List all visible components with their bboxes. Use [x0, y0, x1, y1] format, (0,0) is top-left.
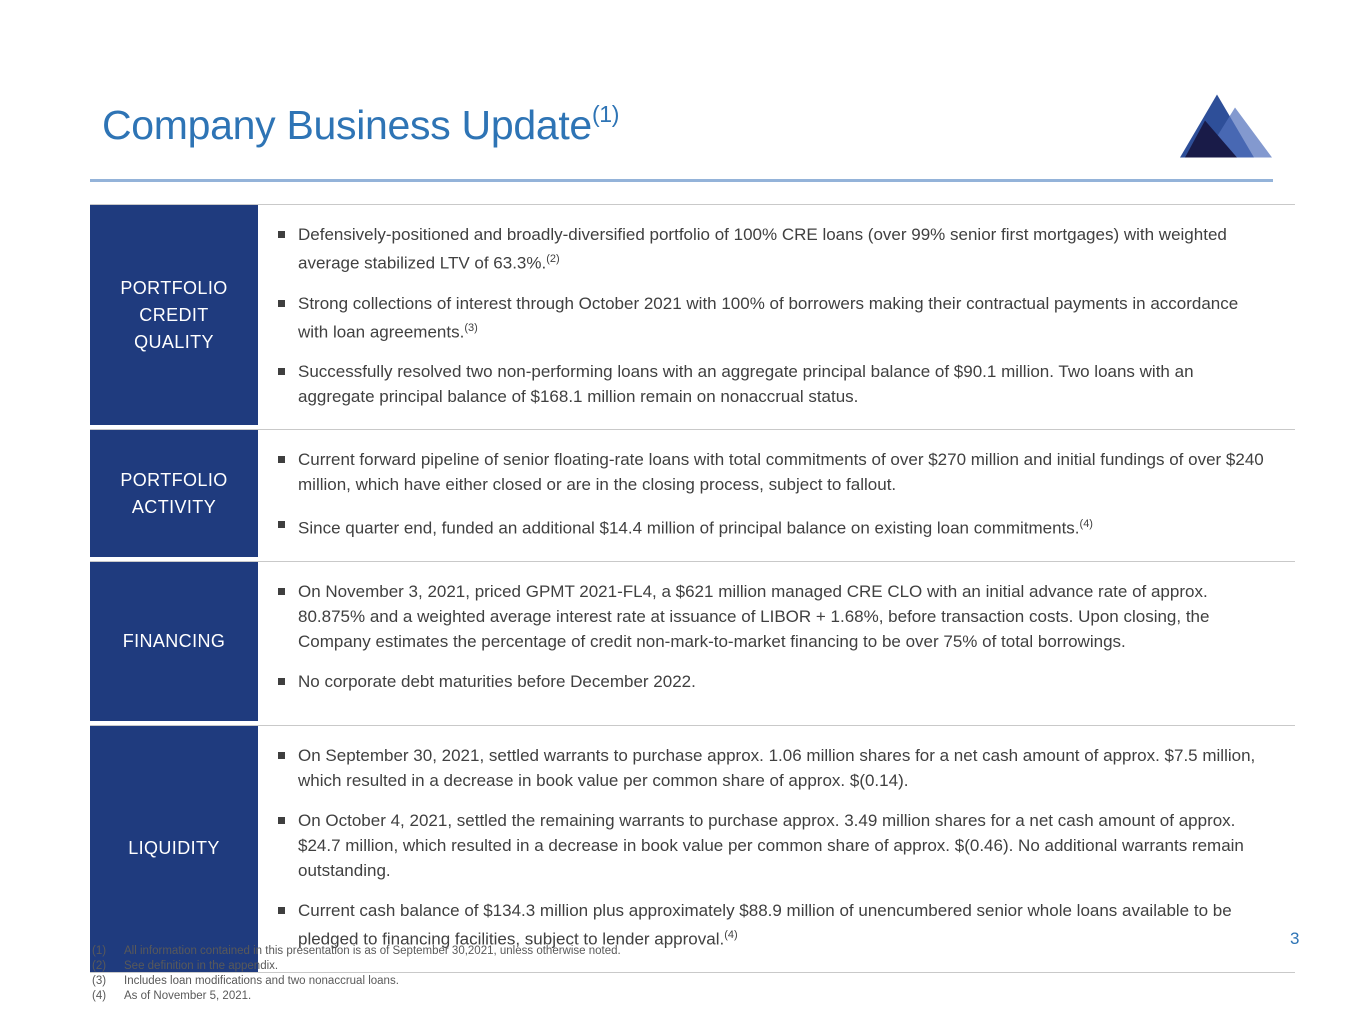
row-header-portfolio-activity: PORTFOLIO ACTIVITY	[90, 430, 258, 561]
mountain-logo-icon	[1180, 94, 1272, 158]
footnotes: (1) All information contained in this pr…	[92, 944, 621, 1004]
footnote-marker: (2)	[546, 253, 560, 265]
bullet-text: Successfully resolved two non-performing…	[298, 362, 1194, 407]
bullet-square-icon	[278, 299, 285, 307]
row-content: On November 3, 2021, priced GPMT 2021-FL…	[258, 562, 1295, 725]
footnote-text: All information contained in this presen…	[124, 945, 621, 957]
bullet-square-icon	[278, 751, 285, 759]
footnote-item: (1) All information contained in this pr…	[92, 944, 621, 959]
page-number: 3	[1290, 929, 1300, 948]
bullet-item: Current cash balance of $134.3 million p…	[278, 898, 1269, 952]
row-header-liquidity: LIQUIDITY	[90, 725, 258, 972]
page-title-text: Company Business Update	[102, 102, 592, 148]
bullet-text: On September 30, 2021, settled warrants …	[298, 745, 1256, 790]
bullet-square-icon	[278, 587, 285, 595]
row-header-financing: FINANCING	[90, 561, 258, 725]
footnote-number: (3)	[92, 975, 107, 987]
footnote-marker: (4)	[1079, 518, 1093, 531]
table-row-portfolio-credit-quality: PORTFOLIO CREDIT QUALITY Defensively-pos…	[90, 205, 1295, 431]
footnote-item: (2) See definition in the appendix.	[92, 959, 621, 974]
bullet-square-icon	[278, 368, 285, 376]
row-header-portfolio-credit-quality: PORTFOLIO CREDIT QUALITY	[90, 205, 258, 430]
row-header-label: PORTFOLIO CREDIT QUALITY	[120, 277, 228, 352]
bullet-square-icon	[278, 906, 285, 914]
bullet-text: Strong collections of interest through O…	[298, 293, 1239, 342]
footnote-item: (3) Includes loan modifications and two …	[92, 974, 621, 989]
bullet-item: On October 4, 2021, settled the remainin…	[278, 808, 1269, 883]
bullet-text: On November 3, 2021, priced GPMT 2021-FL…	[298, 581, 1210, 651]
row-content: Defensively-positioned and broadly-diver…	[258, 205, 1295, 429]
footnote-number: (1)	[92, 945, 107, 957]
bullet-text: Current cash balance of $134.3 million p…	[298, 900, 1232, 949]
bullet-text: No corporate debt maturities before Dece…	[298, 671, 696, 691]
row-header-label: LIQUIDITY	[128, 838, 220, 859]
bullet-square-icon	[278, 456, 285, 464]
bullet-square-icon	[278, 521, 285, 529]
table-row-liquidity: LIQUIDITY On September 30, 2021, settled…	[90, 725, 1295, 973]
footnote-number: (2)	[92, 960, 107, 972]
row-content: On September 30, 2021, settled warrants …	[258, 726, 1295, 972]
bullet-item: On September 30, 2021, settled warrants …	[278, 743, 1269, 793]
title-footnote-marker: (1)	[591, 101, 620, 128]
footnote-marker: (3)	[464, 321, 478, 334]
bullet-text: On October 4, 2021, settled the remainin…	[298, 810, 1244, 880]
bullet-item: Current forward pipeline of senior float…	[278, 447, 1269, 497]
footnote-text: As of November 5, 2021.	[124, 990, 252, 1002]
bullet-text: Since quarter end, funded an additional …	[298, 518, 1093, 538]
row-header-label: FINANCING	[122, 630, 226, 651]
bullet-item: Defensively-positioned and broadly-diver…	[278, 222, 1269, 276]
footnote-marker: (4)	[724, 928, 738, 941]
bullet-text: Current forward pipeline of senior float…	[298, 450, 1264, 495]
footnote-item: (4) As of November 5, 2021.	[92, 989, 621, 1004]
row-content: Current forward pipeline of senior float…	[258, 430, 1295, 561]
footnote-text: See definition in the appendix.	[124, 960, 279, 972]
table-row-portfolio-activity: PORTFOLIO ACTIVITY Current forward pipel…	[90, 430, 1295, 562]
title-divider	[90, 179, 1273, 182]
bullet-text: Defensively-positioned and broadly-diver…	[298, 225, 1227, 273]
bullet-square-icon	[278, 231, 285, 238]
table-row-financing: FINANCING On November 3, 2021, priced GP…	[90, 561, 1295, 726]
bullet-item: Successfully resolved two non-performing…	[278, 359, 1269, 409]
bullet-item: No corporate debt maturities before Dece…	[278, 669, 1269, 694]
row-header-label: PORTFOLIO ACTIVITY	[120, 469, 228, 517]
bullet-square-icon	[278, 816, 285, 824]
business-update-table: PORTFOLIO CREDIT QUALITY Defensively-pos…	[90, 204, 1295, 973]
bullet-item: Strong collections of interest through O…	[278, 291, 1269, 345]
bullet-square-icon	[278, 677, 285, 685]
bullet-item: On November 3, 2021, priced GPMT 2021-FL…	[278, 579, 1269, 654]
footnote-number: (4)	[92, 990, 107, 1002]
footnote-text: Includes loan modifications and two nona…	[124, 975, 399, 987]
page-title: Company Business Update(1)	[102, 101, 620, 149]
bullet-item: Since quarter end, funded an additional …	[278, 512, 1269, 541]
